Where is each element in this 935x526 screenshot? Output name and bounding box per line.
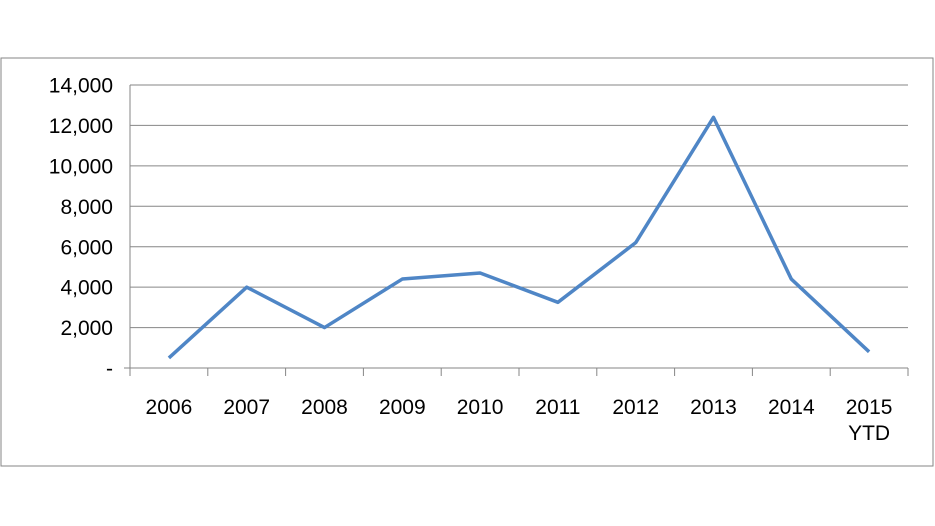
x-tick-label: 2012 [612,396,660,419]
y-tick-label: 4,000 [60,277,113,300]
x-tick-label: 2015 YTD [845,396,893,445]
y-tick-label: 12,000 [49,115,113,138]
y-tick-label: - [106,358,113,381]
x-tick-label: 2008 [301,396,348,419]
x-tick-label: 2011 [535,396,581,419]
x-tick-label: 2009 [378,396,426,419]
x-tick-label: 2010 [456,396,504,419]
y-tick-label: 2,000 [60,317,113,340]
x-tick-label: 2006 [145,396,193,419]
chart-frame [0,57,934,467]
y-tick-label: 6,000 [60,236,113,259]
x-tick-label: 2014 [767,396,815,419]
data-line [167,115,871,360]
x-tick-label: 2007 [223,396,271,419]
x-tick-label: 2013 [690,396,737,419]
y-tick-label: 10,000 [49,155,113,178]
y-tick-label: 8,000 [60,196,113,219]
y-tick-label: 14,000 [49,75,113,98]
